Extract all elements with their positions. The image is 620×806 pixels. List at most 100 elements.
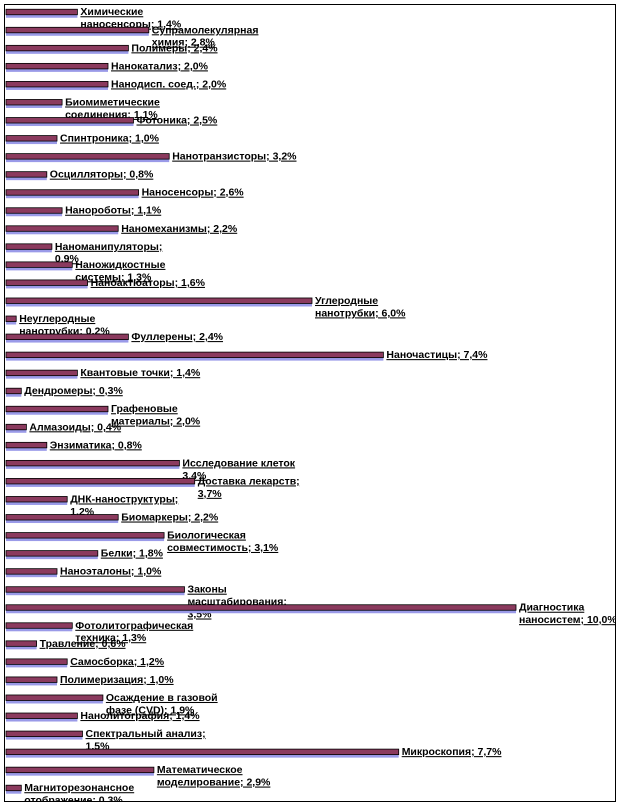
bar-group: Наноэталоны; 1,0%: [5, 566, 162, 578]
data-label-line: Магниторезонансное: [24, 782, 134, 794]
bar-group: Углеродные нанотрубки; 6,0%: [5, 295, 406, 319]
bar-group: Доставка лекарств; 3,7%: [5, 475, 300, 500]
bar-shadow: [6, 267, 73, 271]
bar-shadow: [6, 249, 52, 253]
bar-group: Спинтроника; 1,0%: [5, 133, 160, 145]
bar-group: Наночастицы; 7,4%: [5, 349, 488, 361]
bar: [5, 117, 134, 124]
data-label: Осцилляторы; 0,8%: [50, 169, 154, 181]
bar: [5, 712, 78, 719]
data-label-line: Спинтроника; 1,0%: [60, 133, 160, 145]
bar: [5, 423, 27, 431]
bar: [5, 153, 170, 160]
data-label-line: Осцилляторы; 0,8%: [50, 169, 154, 181]
bar: [5, 261, 73, 268]
bar-shadow: [6, 574, 57, 578]
data-label-line: Полимеризация; 1,0%: [60, 674, 174, 686]
data-label: Магниторезонансное отображение; 0,3%: [24, 782, 134, 802]
bar-shadow: [6, 772, 154, 776]
data-label-line: Супрамолекулярная: [152, 24, 259, 36]
bar-group: Фотолитографическая техника; 1,3%: [5, 620, 193, 644]
data-label-line: Квантовые точки; 1,4%: [80, 367, 200, 379]
bar-group: Нанороботы; 1,1%: [5, 205, 162, 217]
data-label-line: Микроскопия; 7,7%: [402, 746, 502, 758]
data-label: Наномеханизмы; 2,2%: [121, 223, 238, 235]
bar-group: Магниторезонансное отображение; 0,3%: [5, 782, 134, 802]
data-label: Травление; 0,6%: [40, 638, 127, 650]
bar-shadow: [6, 86, 108, 90]
data-label-line: Диагностика: [519, 602, 584, 614]
data-label: Диагностика наносистем; 10,0%: [519, 602, 616, 626]
data-label-line: Полимеры; 2,4%: [131, 42, 218, 54]
bar-group: Исследование клеток 3,4%: [5, 457, 296, 482]
bar-shadow: [6, 520, 119, 524]
data-label-line: Биомаркеры; 2,2%: [121, 512, 219, 524]
bar-group: Осцилляторы; 0,8%: [5, 169, 154, 181]
bar-group: Травление; 0,6%: [5, 638, 127, 650]
chart-frame: Химические наносенсоры; 1,4% Супрамолекуля…: [4, 4, 616, 802]
data-label-line: Фотоника; 2,5%: [137, 115, 218, 127]
bar: [5, 586, 185, 593]
data-label-line: Нанолитография; 1,4%: [80, 710, 200, 722]
data-label: Графеновые материалы; 2,0%: [111, 403, 201, 427]
bar-shadow: [6, 429, 27, 433]
bar: [5, 333, 129, 340]
bar: [5, 514, 119, 521]
bar-shadow: [6, 754, 399, 758]
bar-shadow: [6, 538, 165, 542]
data-label: Фотолитографическая техника; 1,3%: [75, 620, 193, 644]
bar: [5, 622, 73, 629]
data-label: Наножидкостные системы; 1,3%: [75, 259, 165, 283]
bar-group: Биомаркеры; 2,2%: [5, 512, 219, 524]
data-label-line: химия; 2,8%: [152, 37, 216, 49]
bar-group: Нанокатализ; 2,0%: [5, 60, 209, 72]
data-label: Микроскопия; 7,7%: [402, 746, 502, 758]
bar-shadow: [6, 321, 17, 325]
bar: [5, 694, 104, 701]
bar-shadow: [6, 357, 384, 361]
bar: [5, 405, 109, 413]
bar-shadow: [6, 14, 78, 18]
data-label: Дендромеры; 0,3%: [24, 385, 123, 397]
data-label-line: ДНК-наноструктуры;: [70, 493, 178, 505]
data-label-line: Самосборка; 1,2%: [70, 656, 165, 668]
bar-group: Самосборка; 1,2%: [5, 656, 165, 668]
data-label: Супрамолекулярная химия; 2,8%: [152, 24, 259, 48]
bar: [5, 99, 63, 106]
plot-frame: [4, 4, 616, 802]
bar-shadow: [6, 213, 63, 217]
bar: [5, 369, 78, 377]
data-label-line: материалы; 2,0%: [111, 416, 201, 428]
bar-group: Полимеризация; 1,0%: [5, 674, 174, 686]
data-label-line: Наноманипуляторы;: [55, 241, 162, 253]
bar: [5, 459, 180, 467]
data-label-line: нанотрубки; 6,0%: [315, 307, 406, 319]
bar-shadow: [6, 592, 185, 596]
data-label-line: Нанокатализ; 2,0%: [111, 60, 209, 72]
bar-group: Микроскопия; 7,7%: [5, 746, 502, 758]
data-label-line: Нанороботы; 1,1%: [65, 205, 162, 217]
data-label-line: Химические: [80, 6, 143, 18]
bar-group: Полимеры; 2,4%: [5, 42, 218, 54]
bar: [5, 496, 68, 503]
bar-group: Математическое моделирование; 2,9%: [5, 764, 271, 789]
bar-shadow: [6, 736, 83, 740]
bar-group: Графеновые материалы; 2,0%: [5, 403, 201, 428]
data-label: Математическое моделирование; 2,9%: [157, 764, 271, 788]
bar: [5, 44, 129, 52]
bar-shadow: [6, 682, 57, 686]
bar: [5, 135, 58, 142]
data-label: Наночастицы; 7,4%: [386, 349, 488, 361]
data-label: Нанолитография; 1,4%: [80, 710, 200, 722]
data-label: Углеродные нанотрубки; 6,0%: [315, 295, 406, 319]
bar-shadow: [6, 159, 170, 163]
data-label: Самосборка; 1,2%: [70, 656, 165, 668]
data-label-line: Нанотранзисторы; 3,2%: [172, 151, 297, 163]
bar-shadow: [6, 375, 78, 379]
bar: [5, 62, 109, 70]
bar-shadow: [6, 556, 98, 560]
bar-chart: Химические наносенсоры; 1,4%Супрамолекуля…: [4, 4, 616, 802]
data-label: Доставка лекарств; 3,7%: [198, 475, 300, 499]
bar-shadow: [6, 700, 103, 704]
data-label-line: Алмазоиды; 0,4%: [29, 421, 121, 433]
